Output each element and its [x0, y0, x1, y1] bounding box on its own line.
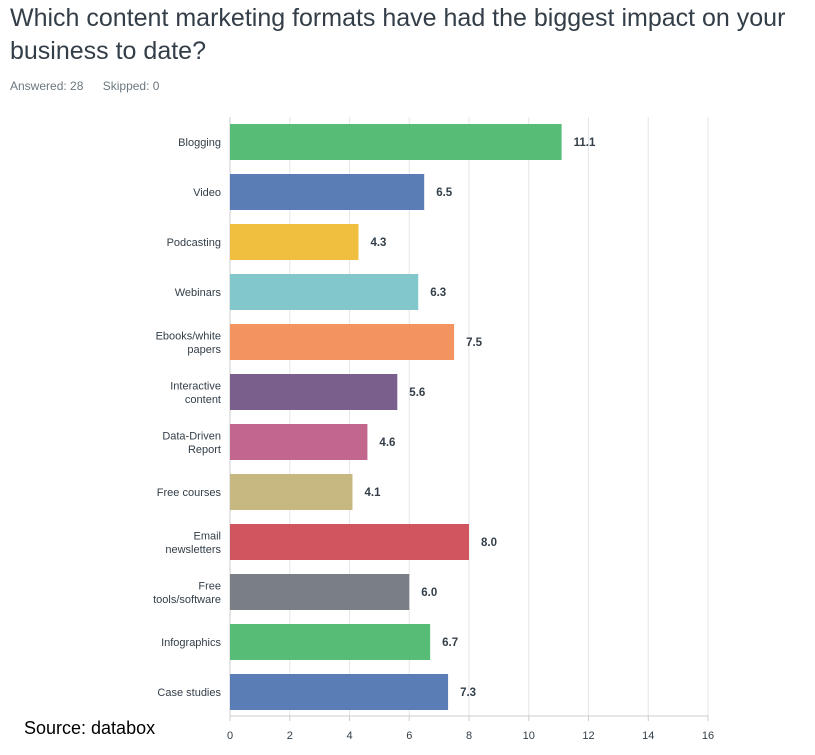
bar: [230, 574, 410, 610]
value-label: 7.3: [460, 687, 476, 699]
x-tick-label: 14: [642, 730, 654, 742]
value-label: 6.0: [421, 587, 437, 599]
bar: [230, 174, 425, 210]
bar: [230, 374, 398, 410]
bar: [230, 324, 455, 360]
question-title: Which content marketing formats have had…: [10, 4, 786, 65]
value-label: 6.5: [436, 187, 453, 199]
category-label: Blogging: [178, 137, 221, 149]
value-label: 6.7: [442, 637, 458, 649]
source-note: Source: databox: [24, 718, 156, 738]
category-label: Free tools/software: [153, 580, 221, 606]
x-tick-label: 4: [346, 730, 352, 742]
category-label: Ebooks/white papers: [156, 330, 222, 356]
category-label: Free courses: [157, 487, 222, 499]
bar: [230, 274, 419, 310]
bar: [230, 674, 449, 710]
value-label: 4.3: [370, 237, 386, 249]
skipped-count: Skipped: 0: [102, 79, 160, 93]
category-label: Case studies: [157, 687, 221, 699]
bar: [230, 474, 353, 510]
category-label: Email newsletters: [165, 530, 221, 556]
x-tick-label: 8: [466, 730, 472, 742]
category-label: Webinars: [175, 287, 222, 299]
category-label: Interactive content: [170, 380, 221, 406]
x-tick-label: 2: [287, 730, 293, 742]
bar: [230, 224, 359, 260]
x-tick-label: 6: [406, 730, 412, 742]
value-label: 8.0: [481, 537, 497, 549]
category-label: Data-Driven Report: [162, 430, 221, 456]
x-tick-label: 16: [702, 730, 714, 742]
category-label: Infographics: [161, 637, 221, 649]
bar: [230, 524, 469, 560]
value-label: 5.6: [409, 387, 425, 399]
value-label: 4.6: [379, 437, 395, 449]
category-label: Podcasting: [167, 237, 221, 249]
value-label: 11.1: [574, 137, 596, 149]
bar: [230, 624, 431, 660]
value-label: 7.5: [466, 337, 483, 349]
response-stats: Answered: 28 Skipped: 0: [10, 79, 175, 93]
x-tick-label: 12: [582, 730, 594, 742]
value-label: 4.1: [364, 487, 381, 499]
value-label: 6.3: [430, 287, 446, 299]
x-tick-label: 0: [227, 730, 233, 742]
category-label: Video: [193, 187, 221, 199]
bar: [230, 124, 562, 160]
x-tick-label: 10: [523, 730, 535, 742]
answered-count: Answered: 28: [10, 79, 84, 93]
bar: [230, 424, 368, 460]
